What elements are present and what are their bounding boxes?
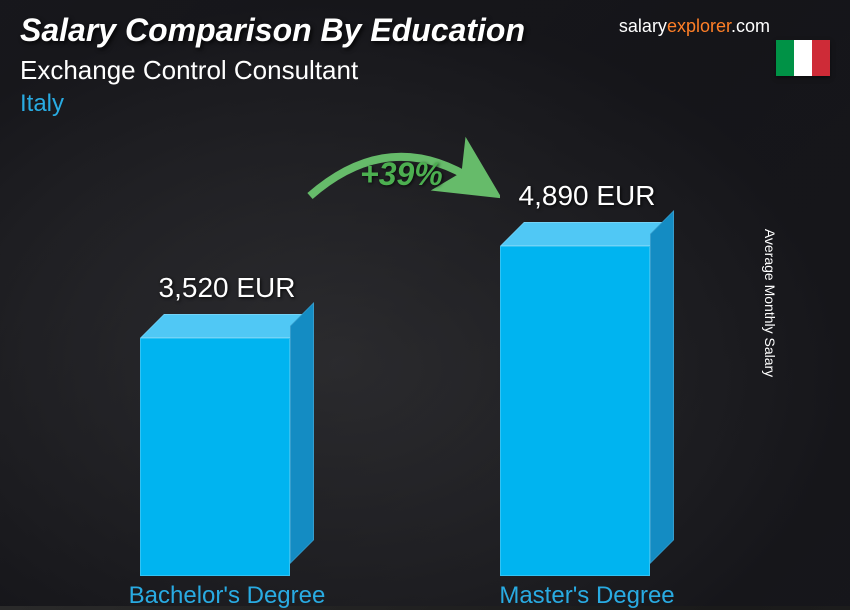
flag-stripe-white <box>794 40 812 76</box>
italy-flag-icon <box>776 40 830 76</box>
flag-stripe-green <box>776 40 794 76</box>
bar-3d <box>140 314 314 576</box>
bar-3d <box>500 222 674 576</box>
flag-stripe-red <box>812 40 830 76</box>
bar-top-face <box>140 314 314 338</box>
bar-side-face <box>650 210 674 564</box>
bar-front-face <box>500 246 650 576</box>
bar-top-face <box>500 222 674 246</box>
brand-accent: explorer <box>667 16 731 36</box>
brand-prefix: salary <box>619 16 667 36</box>
page-subtitle: Exchange Control Consultant <box>20 55 830 86</box>
bar-side-face <box>290 302 314 564</box>
bar-masters: 4,890 EUR Master's Degree <box>480 180 694 576</box>
bar-value: 3,520 EUR <box>120 272 334 304</box>
chart-area: +39% 3,520 EUR Bachelor's Degree 4,890 E… <box>60 156 770 576</box>
bar-value: 4,890 EUR <box>480 180 694 212</box>
percentage-increase-badge: +39% <box>360 156 443 193</box>
bar-bachelors: 3,520 EUR Bachelor's Degree <box>120 272 334 576</box>
brand-logo: salaryexplorer.com <box>619 16 770 37</box>
country-label: Italy <box>20 90 830 118</box>
bar-front-face <box>140 338 290 576</box>
brand-suffix: .com <box>731 16 770 36</box>
